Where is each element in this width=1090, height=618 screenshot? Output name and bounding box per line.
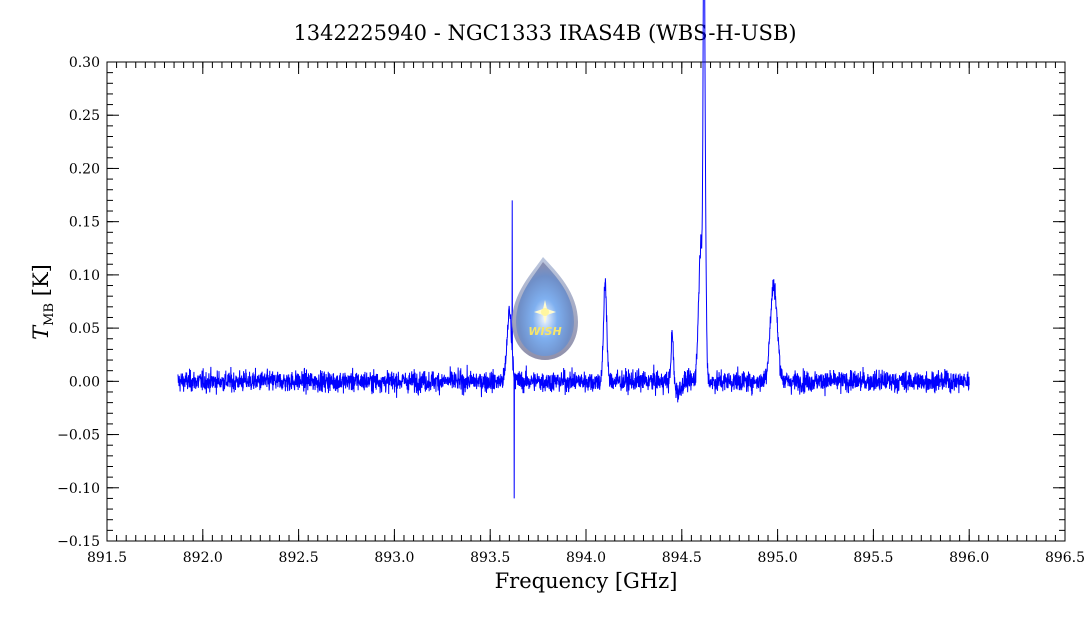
x-tick-label: 894.0 [566,550,606,566]
y-tick-label: 0.00 [69,374,100,390]
x-tick-label: 895.5 [853,550,893,566]
x-tick-label: 896.5 [1045,550,1085,566]
x-tick-label: 892.0 [183,550,223,566]
y-tick-label: 0.25 [69,108,100,124]
x-tick-label: 891.5 [87,550,127,566]
y-tick-label: 0.15 [69,215,100,231]
y-tick-label: −0.10 [57,481,100,497]
y-tick-label: 0.20 [69,161,100,177]
x-tick-label: 892.5 [279,550,319,566]
wish-logo-text: WISH [528,325,561,338]
plot-frame [106,61,1066,542]
y-axis-label: TMB [K] [29,264,57,340]
y-axis-symbol: T [29,324,53,340]
x-tick-label: 893.0 [374,550,414,566]
x-tick-label: 896.0 [949,550,989,566]
y-tick-label: 0.10 [69,268,100,284]
y-tick-label: 0.05 [69,321,100,337]
y-axis: −0.15 −0.10 −0.05 0.00 0.05 0.10 0.15 0.20 0.25 0… [57,55,1065,550]
x-tick-label: 895.0 [758,550,798,566]
y-tick-label: 0.30 [69,55,100,71]
x-axis-label: Frequency [GHz] [495,569,678,593]
x-tick-label: 893.5 [470,550,510,566]
y-tick-label: −0.15 [57,534,100,550]
chart-title: 1342225940 - NGC1333 IRAS4B (WBS-H-USB) [293,21,796,45]
x-axis: 891.5 892.0 892.5 893.0 893.5 894.0 894.5 895.0… [87,62,1085,566]
svg-text:TMB [K]: TMB [K] [29,264,57,340]
y-tick-label: −0.05 [57,428,100,444]
y-axis-unit: [K] [29,264,53,296]
spectrum-series-line [177,0,970,499]
wish-logo-icon: WISH [512,257,578,360]
y-axis-subscript: MB [42,303,57,326]
x-tick-label: 894.5 [662,550,702,566]
